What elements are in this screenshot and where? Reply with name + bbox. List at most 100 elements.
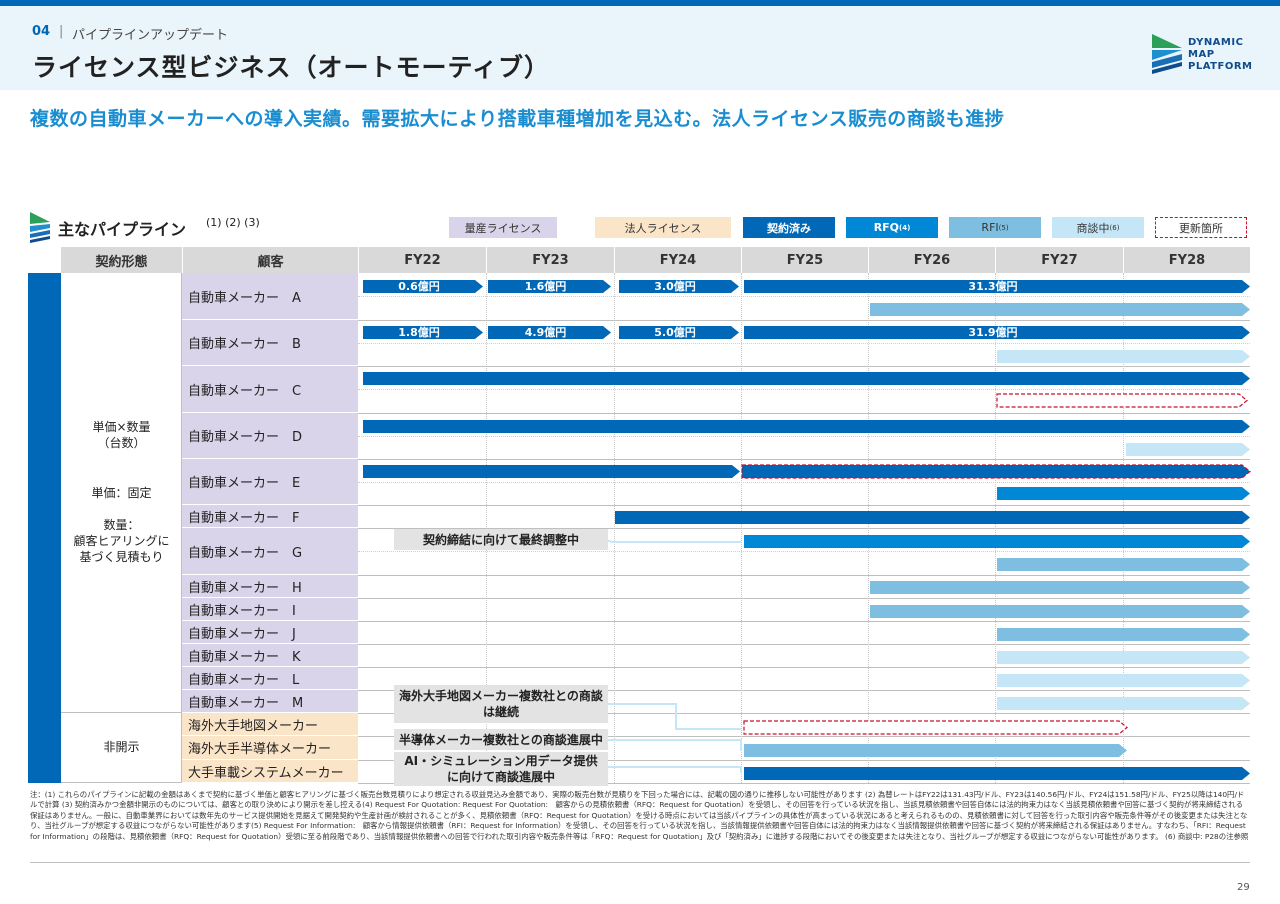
amount-label: 4.9億円 — [525, 325, 567, 339]
legend-rfi-label: RFI — [981, 221, 999, 234]
customer-cell-i: 自動車メーカー I — [182, 598, 358, 621]
section-number: 04 — [32, 24, 51, 39]
timeline-bar-9 — [997, 350, 1250, 363]
legend-negotiating-note: (6) — [1109, 223, 1120, 232]
amount-label: 1.6億円 — [525, 279, 567, 293]
customer-cell-m: 自動車メーカー M — [182, 690, 358, 713]
row-separator — [358, 413, 1250, 414]
amount-label: 1.8億円 — [398, 325, 440, 339]
customer-cell-sys: 大手車載システムメーカー — [182, 760, 358, 783]
company-logo: DYNAMIC MAP PLATFORM — [1152, 34, 1252, 78]
row-separator — [358, 459, 1250, 460]
timeline-bar-13 — [1126, 443, 1250, 456]
timeline-bar-11 — [996, 393, 1248, 408]
legend-contracted: 契約済み — [743, 217, 835, 238]
page-title: ライセンス型ビジネス（オートモーティブ） — [32, 53, 551, 82]
timeline-bar-17 — [615, 511, 1250, 524]
logo-mark-icon — [1152, 34, 1182, 74]
logo-text-line2: MAP — [1188, 49, 1215, 60]
legend-updated: 更新箇所 — [1155, 217, 1247, 238]
connector-sys-note — [606, 766, 742, 773]
row-separator — [358, 690, 1250, 691]
row-mid-separator — [358, 551, 1250, 552]
row-separator — [358, 366, 1250, 367]
timeline-bar-8 — [744, 326, 1250, 339]
contract-qty-line2: 顧客ヒアリングに — [73, 534, 170, 548]
timeline-bar-14 — [363, 465, 740, 478]
contract-type-unit-qty: 単価×数量 （台数） 単価：固定 数量： 顧客ヒアリングに 基づく見積もり — [61, 273, 182, 713]
timeline-bar-3 — [744, 280, 1250, 293]
header-fy22: FY22 — [358, 247, 486, 273]
customer-cell-k: 自動車メーカー K — [182, 644, 358, 667]
customer-cell-h: 自動車メーカー H — [182, 575, 358, 598]
legend-mass-license-label: 量産ライセンス — [464, 221, 542, 235]
section-separator: | — [59, 24, 64, 39]
legend-negotiating: 商談中 (6) — [1052, 217, 1144, 238]
customer-cell-j: 自動車メーカー J — [182, 621, 358, 644]
timeline-bar-19 — [997, 558, 1250, 571]
pipeline-notes: (1) (2) (3) — [206, 216, 260, 229]
note-g-text: 契約締結に向けて最終調整中 — [422, 532, 579, 547]
header-fy28: FY28 — [1123, 247, 1250, 273]
row-separator — [358, 667, 1250, 668]
header-fy23: FY23 — [486, 247, 614, 273]
legend-rfi-note: (5) — [998, 223, 1009, 232]
logo-text-line3: PLATFORM — [1188, 61, 1253, 72]
row-separator — [358, 783, 1250, 784]
note-sys-line2: に向けて商談進展中 — [446, 770, 555, 784]
timeline-bar-15 — [741, 464, 1251, 479]
note-g: 契約締結に向けて最終調整中 — [394, 529, 608, 550]
page-number: 29 — [1237, 882, 1250, 893]
timeline-bar-27 — [744, 744, 1127, 757]
footnote: 注：(1) これらのパイプラインに記載の金額はあくまで契約に基づく単価と顧客ヒア… — [30, 790, 1249, 841]
amount-label: 3.0億円 — [654, 279, 696, 293]
timeline-bar-22 — [997, 628, 1250, 641]
note-sys: AI・シミュレーション用データ提供 に向けて商談進展中 — [394, 752, 608, 786]
row-mid-separator — [358, 389, 1250, 390]
customer-cell-b: 自動車メーカー B — [182, 320, 358, 366]
section-label: パイプラインアップデート — [72, 28, 229, 43]
connector-semi-note — [606, 739, 742, 751]
header: 04 | パイプラインアップデート ライセンス型ビジネス（オートモーティブ） D… — [0, 6, 1280, 90]
pipeline-icon — [30, 212, 50, 243]
customer-cell-f: 自動車メーカー F — [182, 505, 358, 528]
customer-cell-g: 自動車メーカー G — [182, 528, 358, 575]
customer-cell-c: 自動車メーカー C — [182, 366, 358, 413]
legend-rfq: RFQ (4) — [846, 217, 938, 238]
header-fy25: FY25 — [741, 247, 868, 273]
row-mid-separator — [358, 482, 1250, 483]
connector-map-note — [606, 703, 741, 730]
note-map-line1: 海外大手地図メーカー複数社との商談 — [399, 689, 603, 703]
side-accent-bar — [28, 273, 61, 783]
year-column-line — [614, 273, 615, 783]
customer-cell-d: 自動車メーカー D — [182, 413, 358, 459]
row-mid-separator — [358, 436, 1250, 437]
note-semi-text: 半導体メーカー複数社との商談進展中 — [399, 732, 603, 747]
legend-corp-license: 法人ライセンス — [595, 217, 731, 238]
customer-cell-e: 自動車メーカー E — [182, 459, 358, 505]
timeline-bar-4 — [870, 303, 1250, 316]
legend-corp-license-label: 法人ライセンス — [624, 221, 702, 235]
headline: 複数の自動車メーカーへの導入実績。需要拡大により搭載車種増加を見込む。法人ライセ… — [30, 108, 1005, 130]
customer-cell-a: 自動車メーカー A — [182, 273, 358, 320]
amount-label: 5.0億円 — [654, 325, 696, 339]
connector-g-note — [603, 538, 741, 543]
timeline-bar-23 — [997, 651, 1250, 664]
timeline-bar-2 — [619, 280, 739, 293]
legend-contracted-label: 契約済み — [767, 221, 811, 235]
amount-label: 0.6億円 — [398, 279, 440, 293]
contract-qty-line1: 数量： — [103, 518, 140, 532]
row-separator — [358, 320, 1250, 321]
timeline-bar-20 — [870, 581, 1250, 594]
row-mid-separator — [358, 343, 1250, 344]
header-fy27: FY27 — [995, 247, 1123, 273]
legend-rfq-note: (4) — [899, 223, 911, 232]
customer-cell-semi: 海外大手半導体メーカー — [182, 736, 358, 760]
row-separator — [358, 713, 1250, 714]
legend-rfi: RFI (5) — [949, 217, 1041, 238]
legend-updated-label: 更新箇所 — [1179, 221, 1223, 235]
year-column-line — [741, 273, 742, 783]
amount-label: 31.9億円 — [968, 325, 1017, 339]
